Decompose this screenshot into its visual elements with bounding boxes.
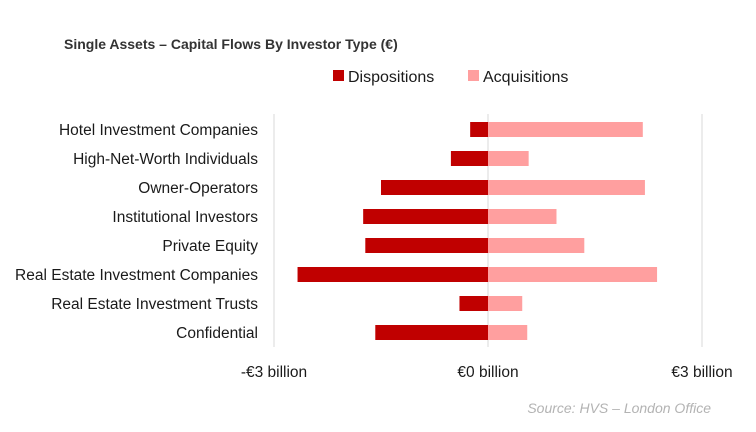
bar-acquisitions-4: [488, 238, 585, 253]
bar-acquisitions-2: [488, 180, 645, 195]
bar-dispositions-5: [297, 267, 488, 282]
category-label-6: Real Estate Investment Trusts: [51, 296, 258, 313]
category-label-7: Confidential: [176, 325, 258, 342]
x-tick-label-0: -€3 billion: [241, 364, 307, 381]
x-tick-label-1: €0 billion: [457, 364, 518, 381]
category-label-0: Hotel Investment Companies: [59, 122, 258, 139]
bar-dispositions-4: [365, 238, 488, 253]
bar-dispositions-2: [381, 180, 488, 195]
category-label-3: Institutional Investors: [112, 209, 258, 226]
bar-acquisitions-0: [488, 122, 643, 137]
legend-label-dispositions: Dispositions: [348, 69, 434, 86]
legend-swatch-acquisitions: [468, 70, 479, 81]
bar-acquisitions-5: [488, 267, 658, 282]
category-label-4: Private Equity: [162, 238, 258, 255]
legend: Dispositions Acquisitions: [333, 69, 568, 86]
category-label-5: Real Estate Investment Companies: [15, 267, 258, 284]
gridlines: [273, 114, 703, 347]
category-label-1: High-Net-Worth Individuals: [73, 151, 258, 168]
chart-title: Single Assets – Capital Flows By Investo…: [64, 36, 398, 52]
bar-acquisitions-7: [488, 325, 528, 340]
bar-dispositions-7: [375, 325, 488, 340]
category-label-2: Owner-Operators: [138, 180, 258, 197]
bar-acquisitions-6: [488, 296, 523, 311]
bar-dispositions-1: [450, 151, 488, 166]
bar-dispositions-3: [363, 209, 488, 224]
bar-acquisitions-1: [488, 151, 529, 166]
legend-swatch-dispositions: [333, 70, 344, 81]
bar-dispositions-6: [459, 296, 488, 311]
bar-acquisitions-3: [488, 209, 557, 224]
x-tick-label-2: €3 billion: [671, 364, 732, 381]
category-labels: Hotel Investment Companies High-Net-Worth…: [15, 122, 258, 342]
x-tick-labels: -€3 billion €0 billion €3 billion: [241, 364, 733, 381]
source-note: Source: HVS – London Office: [527, 400, 711, 416]
bars: [297, 122, 658, 340]
bar-dispositions-0: [470, 122, 488, 137]
legend-label-acquisitions: Acquisitions: [483, 69, 568, 86]
